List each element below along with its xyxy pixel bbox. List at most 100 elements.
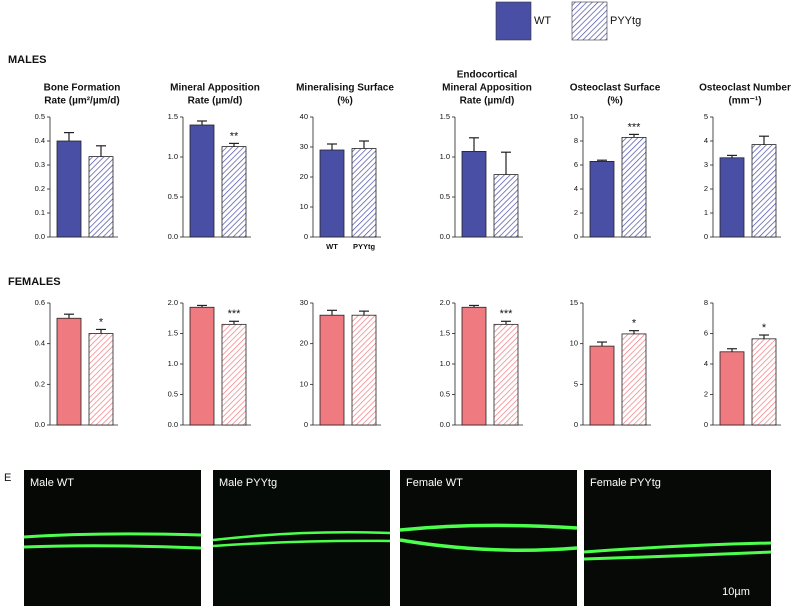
y-tick-label: 8	[704, 298, 708, 307]
bar	[88, 156, 114, 238]
bar	[493, 323, 519, 426]
y-tick-label: 8	[574, 136, 578, 145]
chart-title: Rate (µm/d)	[188, 96, 243, 107]
y-tick-label: 1.0	[440, 359, 450, 368]
legend-swatch	[495, 1, 532, 41]
micrograph: Female PYYtg 10µm	[583, 470, 772, 606]
bar	[56, 140, 82, 238]
y-tick-label: 2	[574, 208, 578, 217]
significance: *	[762, 322, 767, 334]
legend-label: WT	[534, 15, 551, 27]
bar	[719, 157, 745, 238]
y-tick-label: 0.2	[35, 184, 45, 193]
y-tick-label: 1.5	[168, 112, 178, 121]
bar	[719, 351, 745, 426]
y-tick-label: 10	[570, 112, 578, 121]
chart-title: Mineralising Surface	[296, 83, 394, 94]
chart-title: (%)	[607, 96, 623, 107]
y-tick-label: 0.4	[35, 136, 45, 145]
y-tick-label: 0.0	[35, 232, 45, 241]
chart-title: Osteoclast Number	[699, 83, 791, 94]
y-tick-label: 0	[304, 232, 308, 241]
section-label: MALES	[8, 54, 47, 66]
y-tick-label: 0.5	[168, 389, 178, 398]
y-tick-label: 1.5	[168, 328, 178, 337]
bar	[751, 144, 777, 238]
bar	[621, 333, 647, 426]
y-tick-label: 1.5	[440, 328, 450, 337]
y-tick-label: 2	[704, 184, 708, 193]
y-tick-label: 0.1	[35, 208, 45, 217]
y-tick-label: 0.5	[168, 192, 178, 201]
y-tick-label: 30	[300, 298, 308, 307]
legend-swatch	[571, 1, 608, 41]
section-label: FEMALES	[8, 276, 61, 288]
y-tick-label: 10	[300, 202, 308, 211]
y-tick-label: 2.0	[440, 298, 450, 307]
micrograph: Male PYYtg	[212, 470, 391, 606]
chart-title: Osteoclast Surface	[570, 83, 661, 94]
y-tick-label: 0.2	[35, 379, 45, 388]
bar	[351, 148, 377, 238]
x-tick-label: WT	[326, 242, 338, 251]
bar	[493, 174, 519, 238]
y-tick-label: 1.5	[440, 112, 450, 121]
y-tick-label: 10	[570, 339, 578, 348]
significance: ***	[628, 121, 642, 133]
micrograph: Male WT	[23, 470, 202, 606]
y-tick-label: 0.0	[440, 232, 450, 241]
y-tick-label: 1.0	[168, 152, 178, 161]
y-tick-label: 0.3	[35, 160, 45, 169]
y-tick-label: 40	[300, 112, 308, 121]
y-tick-label: 0	[704, 232, 708, 241]
y-tick-label: 4	[704, 359, 708, 368]
y-tick-label: 20	[300, 172, 308, 181]
bar	[351, 314, 377, 426]
chart-title: Bone Formation	[44, 83, 121, 94]
y-tick-label: 0	[574, 232, 578, 241]
bar	[589, 345, 615, 426]
significance: ***	[228, 308, 242, 320]
significance: *	[632, 318, 637, 330]
significance: *	[99, 316, 104, 328]
y-tick-label: 0	[704, 420, 708, 429]
panel-label: Male PYYtg	[219, 477, 277, 489]
bar	[319, 149, 345, 238]
y-tick-label: 0.6	[35, 298, 45, 307]
panel-label: Female PYYtg	[590, 477, 661, 489]
chart-title: Endocortical	[457, 70, 518, 81]
y-tick-label: 1.0	[440, 152, 450, 161]
bar	[461, 150, 487, 238]
significance: **	[230, 130, 239, 142]
y-tick-label: 15	[570, 298, 578, 307]
bar	[221, 146, 247, 238]
panel-label: Female WT	[406, 477, 463, 489]
y-tick-label: 0.0	[440, 420, 450, 429]
panel-label: Male WT	[30, 477, 74, 489]
bar	[221, 323, 247, 426]
y-tick-label: 0	[574, 420, 578, 429]
y-tick-label: 0.5	[440, 192, 450, 201]
bar	[319, 314, 345, 426]
y-tick-label: 30	[300, 142, 308, 151]
y-tick-label: 5	[574, 379, 578, 388]
bar	[189, 306, 215, 426]
y-tick-label: 1	[704, 208, 708, 217]
chart-title: Rate (µm²/µm/d)	[44, 96, 119, 107]
y-tick-label: 0.0	[168, 420, 178, 429]
y-tick-label: 0.4	[35, 339, 45, 348]
scale-bar-label: 10µm	[722, 586, 750, 598]
bar	[189, 124, 215, 238]
y-tick-label: 0	[304, 420, 308, 429]
bar	[88, 333, 114, 426]
chart-title: (%)	[337, 96, 353, 107]
chart-title: Mineral Apposition	[442, 83, 532, 94]
y-tick-label: 6	[574, 160, 578, 169]
y-tick-label: 4	[704, 136, 708, 145]
y-tick-label: 0.5	[35, 112, 45, 121]
bar	[621, 136, 647, 238]
x-tick-label: PYYtg	[353, 242, 376, 251]
bar	[56, 317, 82, 426]
significance: ***	[500, 308, 514, 320]
y-tick-label: 2	[704, 389, 708, 398]
